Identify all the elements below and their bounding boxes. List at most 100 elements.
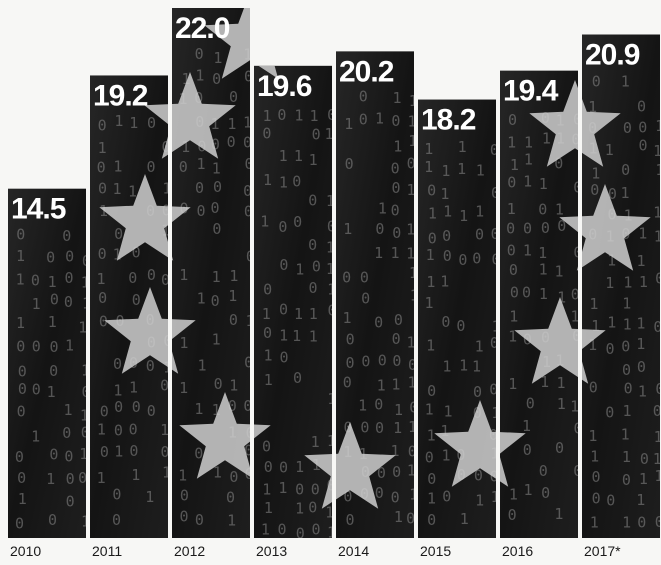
binary-digit: 0 [655,270,661,288]
binary-digit: 1 [440,273,449,291]
binary-digit: 1 [278,479,287,497]
binary-digit: 0 [280,348,289,366]
binary-digit: 1 [460,510,469,528]
binary-digit: 1 [408,418,417,436]
binary-digit: 0 [391,159,400,177]
binary-digit: 1 [653,450,661,468]
binary-digit: 1 [312,456,321,474]
binary-digit: 1 [556,374,565,392]
binary-digit: 1 [524,151,533,169]
binary-digit: 1 [229,267,238,285]
binary-digit: 1 [539,261,548,279]
binary-digit: 0 [50,291,59,309]
binary-digit: 0 [243,182,252,200]
binary-digit: 1 [441,162,450,180]
binary-digit: 1 [636,252,645,270]
binary-digit: 1 [621,73,630,91]
binary-digit: 1 [408,132,417,150]
binary-digit: 1 [428,205,437,223]
binary-digit: 0 [508,111,517,129]
binary-digit: 0 [394,311,403,329]
binary-digit: 0 [378,351,387,369]
binary-digit: 0 [132,244,141,262]
binary-digit: 0 [392,224,401,242]
binary-digit: 0 [244,353,253,371]
binary-digit: 0 [98,289,107,307]
binary-digit: 1 [655,161,661,179]
binary-digit: 0 [49,338,58,356]
binary-digit: 0 [441,313,450,331]
binary-digit: 0 [360,268,369,286]
binary-digit: 1 [311,433,320,451]
binary-digit: 0 [555,439,564,457]
binary-digit: 1 [475,202,484,220]
x-tick-label: 2013 [256,543,287,559]
binary-digit: 1 [263,347,272,365]
binary-digit: 1 [113,246,122,264]
binary-digit: 1 [113,381,122,399]
bar-value-label: 19.2 [93,79,148,112]
binary-digit: 0 [474,467,483,485]
binary-digit: 1 [427,490,436,508]
binary-digit: 1 [375,109,384,127]
bar-value-label: 22.0 [175,12,230,45]
binary-digit: 0 [592,489,601,507]
binary-digit: 1 [426,337,435,355]
binary-digit: 0 [523,441,532,459]
binary-digit: 1 [472,357,481,375]
binary-digit: 0 [15,514,24,532]
binary-digit: 1 [98,139,107,157]
binary-digit: 1 [522,417,531,435]
binary-digit: 0 [229,311,238,329]
binary-digit: 0 [328,301,337,319]
binary-digit: 1 [409,485,418,503]
binary-digit: 0 [277,106,286,124]
binary-digit: 1 [197,356,206,374]
binary-digit: 1 [538,244,547,262]
binary-digit: 0 [507,242,516,260]
binary-digit: 0 [359,88,368,106]
binary-digit: 1 [114,443,123,461]
binary-digit: 0 [211,136,220,154]
binary-digit: 0 [227,133,236,151]
binary-digit: 0 [243,133,252,151]
binary-digit: 0 [46,249,55,267]
binary-digit: 1 [327,432,336,450]
binary-digit: 0 [66,493,75,511]
binary-digit: 0 [408,442,417,460]
binary-digit: 1 [309,305,318,323]
binary-digit: 1 [409,264,418,282]
binary-digit: 0 [391,201,400,219]
binary-digit: 0 [391,179,400,197]
binary-digit: 0 [557,217,566,235]
binary-digit: 1 [129,114,138,132]
binary-digit: 1 [621,184,630,202]
binary-digit: 1 [605,274,614,292]
binary-digit: 0 [574,419,583,437]
binary-digit: 0 [98,116,107,134]
binary-digit: 0 [343,488,352,506]
binary-digit: 1 [458,138,467,156]
binary-digit: 0 [592,72,601,90]
binary-digit: 0 [146,158,155,176]
binary-digit: 1 [443,402,452,420]
binary-digit: 0 [81,424,90,442]
binary-digit: 0 [509,261,518,279]
binary-digit: 0 [374,313,383,331]
binary-digit: 1 [392,89,401,107]
binary-digit: 1 [227,115,236,133]
binary-digit: 0 [64,293,73,311]
x-tick-label: 2015 [420,543,451,559]
binary-digit: 1 [129,378,138,396]
binary-digit: 0 [427,182,436,200]
binary-digit: 0 [427,511,436,529]
binary-digit: 1 [112,180,121,198]
binary-digit: 0 [246,247,255,265]
binary-digit: 0 [48,511,57,529]
binary-digit: 1 [653,204,661,222]
binary-digit: 0 [210,199,219,217]
binary-digit: 0 [490,141,499,159]
binary-digit: 0 [375,419,384,437]
binary-digit: 0 [653,402,661,420]
binary-digit: 1 [327,390,336,408]
